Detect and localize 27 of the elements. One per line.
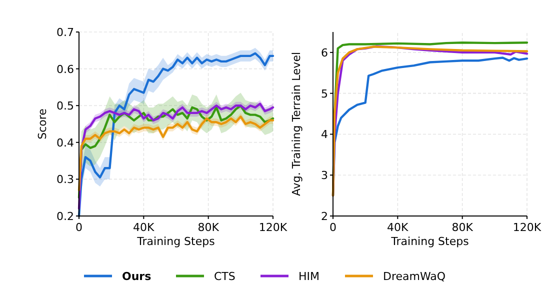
y-tick-label: 4: [321, 128, 328, 142]
y-tick-label: 0.6: [56, 62, 74, 76]
y-tick-label: 2: [321, 210, 328, 223]
x-axis-title: Training Steps: [390, 235, 470, 248]
x-tick-label: 0: [76, 221, 82, 234]
x-tick-label: 120K: [512, 221, 542, 234]
y-tick-label: 0.7: [56, 26, 74, 39]
x-axis-title: Training Steps: [136, 235, 216, 248]
y-axis-title: Score: [36, 108, 49, 140]
y-tick-label: 0.2: [56, 210, 74, 223]
x-tick-label: 0: [330, 221, 336, 234]
legend-label: CTS: [214, 270, 236, 283]
y-tick-label: 5: [321, 87, 328, 100]
legend-label: HIM: [298, 270, 320, 283]
legend-label: DreamWaQ: [383, 270, 446, 283]
x-tick-label: 40K: [387, 221, 410, 234]
y-tick-label: 0.5: [56, 100, 74, 113]
y-tick-label: 3: [321, 169, 328, 182]
y-tick-label: 6: [321, 46, 328, 60]
y-tick-label: 0.4: [56, 136, 74, 150]
x-tick-label: 80K: [452, 221, 474, 234]
y-tick-label: 0.3: [56, 173, 74, 186]
x-tick-label: 40K: [133, 221, 156, 234]
legend-label: Ours: [122, 270, 152, 283]
x-tick-label: 80K: [198, 221, 220, 234]
y-axis-title: Avg. Training Terrain Level: [290, 52, 303, 196]
x-tick-label: 120K: [258, 221, 288, 234]
